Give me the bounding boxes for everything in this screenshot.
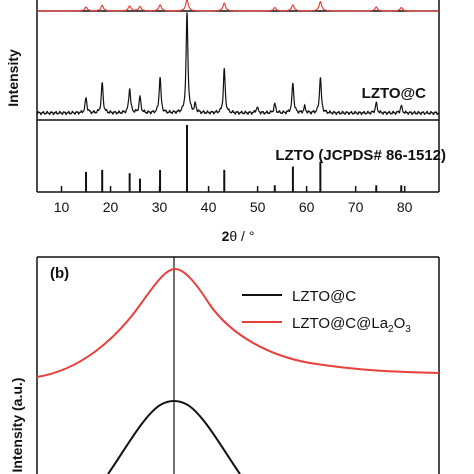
x-tick-label: 40 [201, 199, 217, 215]
series-label-lzto-c: LZTO@C [362, 85, 427, 102]
legend-label-sub2: 3 [405, 324, 411, 335]
x-tick-label: 70 [348, 199, 364, 215]
xrd-curve-lzto-c [36, 12, 440, 116]
series-label-reference: LZTO (JCPDS# 86-1512) [275, 147, 446, 164]
legend-label-main: LZTO@C@La [292, 315, 389, 332]
x-axis-label-theta: θ [229, 228, 237, 244]
legend-label-lzto-c: LZTO@C [292, 288, 356, 305]
legend-label-lzto-c-la2o3: LZTO@C@La2O3 [292, 315, 411, 335]
panel-b: (b) LZTO@C LZTO@C@La2O3 Intensity (a.u.) [9, 256, 440, 474]
legend-label-mid: O [394, 315, 406, 332]
curve-lzto-c-la2o3-b [36, 268, 440, 378]
x-tick-label: 30 [152, 199, 168, 215]
legend-label-sub1: 2 [388, 324, 394, 335]
panel-a: 10 20 30 40 50 60 70 80 LZTO@C LZTO (JCPDS# 86-… [5, 0, 446, 244]
x-tick-label: 10 [54, 199, 70, 215]
curve-lzto-c-b [107, 400, 241, 474]
legend: LZTO@C LZTO@C@La2O3 [242, 288, 411, 335]
x-tick-label: 80 [397, 199, 413, 215]
panel-b-plot-frame [36, 256, 440, 474]
panel-label-b: (b) [50, 265, 69, 282]
x-tick-label: 20 [103, 199, 119, 215]
x-axis-label-a: 2θ / ° [222, 228, 255, 244]
x-axis-ticks: 10 20 30 40 50 60 70 80 [54, 186, 413, 215]
x-tick-label: 50 [250, 199, 266, 215]
x-tick-label: 60 [299, 199, 315, 215]
x-axis-label-unit: / ° [237, 228, 254, 244]
xrd-curve-lzto-c-la2o3 [37, 0, 440, 12]
x-axis-label-main: 2 [222, 228, 230, 244]
y-axis-label-a: Intensity [5, 49, 21, 107]
y-axis-label-b: Intensity (a.u.) [9, 378, 25, 473]
